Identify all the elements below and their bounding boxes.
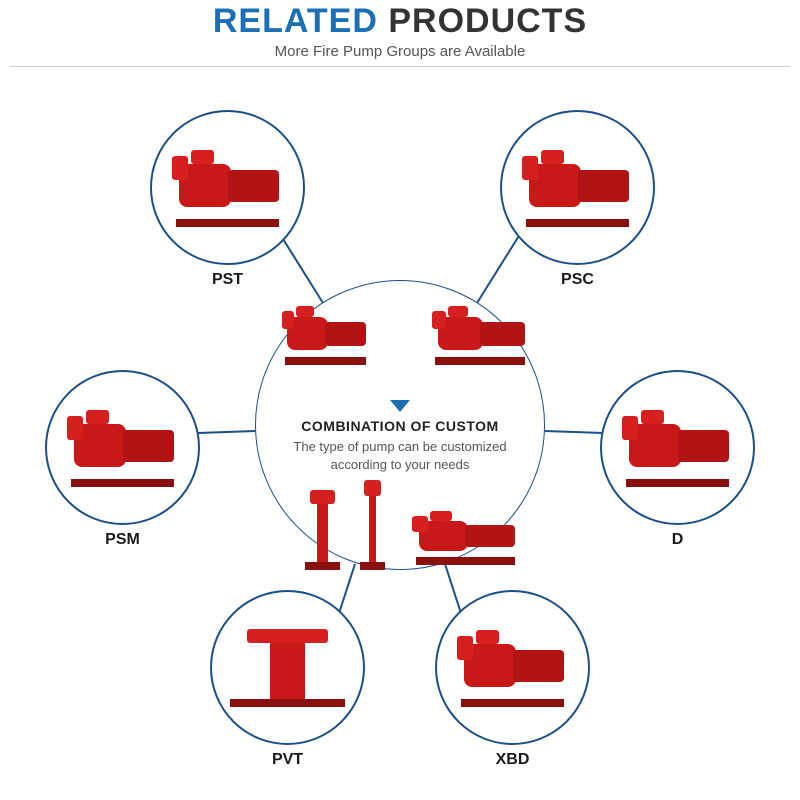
pump-icon bbox=[410, 510, 520, 565]
product-circle bbox=[45, 370, 200, 525]
pump-icon bbox=[520, 149, 635, 227]
product-label: PSC bbox=[500, 271, 655, 289]
divider bbox=[10, 66, 790, 67]
product-label: D bbox=[600, 531, 755, 549]
pump-icon bbox=[230, 629, 345, 707]
product-node-xbd[interactable]: XBD bbox=[435, 590, 590, 769]
subtitle: More Fire Pump Groups are Available bbox=[0, 43, 800, 60]
pump-icon bbox=[305, 490, 340, 570]
pump-icon bbox=[455, 629, 570, 707]
pump-icon bbox=[170, 149, 285, 227]
center-content: COMBINATION OF CUSTOM The type of pump c… bbox=[275, 400, 525, 473]
product-circle bbox=[500, 110, 655, 265]
product-diagram: COMBINATION OF CUSTOM The type of pump c… bbox=[0, 80, 800, 800]
product-label: PSM bbox=[45, 531, 200, 549]
product-label: XBD bbox=[435, 751, 590, 769]
center-description: The type of pump can be customized accor… bbox=[275, 438, 525, 473]
pump-icon bbox=[620, 409, 735, 487]
product-node-pvt[interactable]: PVT bbox=[210, 590, 365, 769]
product-circle bbox=[150, 110, 305, 265]
pump-icon bbox=[65, 409, 180, 487]
product-circle bbox=[600, 370, 755, 525]
center-title: COMBINATION OF CUSTOM bbox=[275, 418, 525, 434]
pump-icon bbox=[430, 305, 530, 365]
product-node-psc[interactable]: PSC bbox=[500, 110, 655, 289]
product-node-psm[interactable]: PSM bbox=[45, 370, 200, 549]
product-label: PVT bbox=[210, 751, 365, 769]
product-node-d[interactable]: D bbox=[600, 370, 755, 549]
pump-icon bbox=[280, 305, 370, 365]
title-rest: PRODUCTS bbox=[378, 2, 587, 40]
product-circle bbox=[435, 590, 590, 745]
product-circle bbox=[210, 590, 365, 745]
page-title: RELATED PRODUCTS bbox=[0, 2, 800, 41]
pump-icon bbox=[360, 480, 385, 570]
header: RELATED PRODUCTS More Fire Pump Groups a… bbox=[0, 0, 800, 60]
chevron-down-icon bbox=[390, 400, 410, 412]
product-label: PST bbox=[150, 271, 305, 289]
title-accent: RELATED bbox=[213, 2, 378, 40]
product-node-pst[interactable]: PST bbox=[150, 110, 305, 289]
